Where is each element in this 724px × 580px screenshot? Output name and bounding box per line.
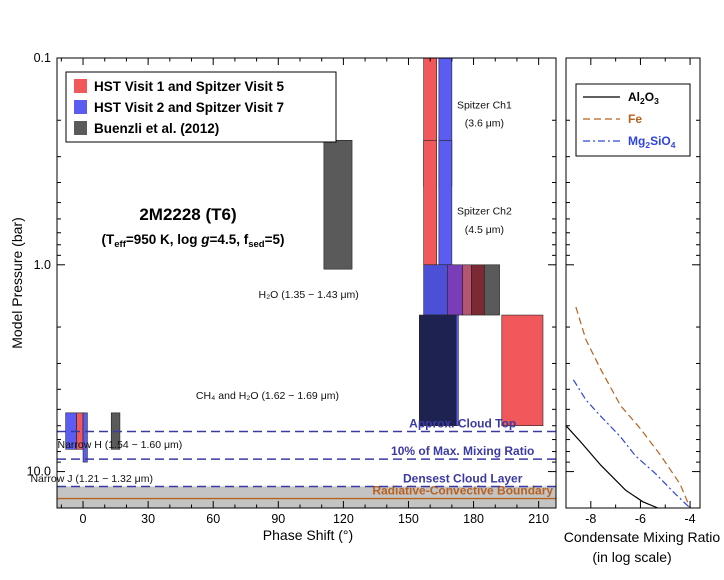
annotation-2: Spitzer Ch2 (457, 205, 512, 217)
legend-swatch-0 (74, 79, 87, 93)
main-plot-area: Radiative-Convective Boundary Approx. Clo… (27, 51, 557, 526)
side-series-line-1 (575, 306, 691, 509)
legend-label-1: HST Visit 2 and Spitzer Visit 7 (94, 100, 284, 115)
side-x-tick-label-1: -6 (635, 512, 646, 526)
bar-overlap-2 (462, 264, 472, 316)
side-legend-label-part: Mg (628, 134, 645, 148)
side-legend-label-part: O (645, 90, 654, 104)
x-tick-label-5: 150 (398, 512, 419, 526)
side-legend-label-1: Fe (628, 112, 642, 126)
side-x-tick-label-0: -8 (585, 512, 596, 526)
bar-s1-1 (438, 139, 453, 266)
side-x-axis-label-2: (in log scale) (592, 549, 671, 565)
annotation-6: Narrow H (1.54 − 1.60 μm) (58, 439, 183, 451)
y-tick-label-1: 1.0 (34, 258, 51, 272)
main-frame (56, 57, 557, 509)
legend-label-2: Buenzli et al. (2012) (94, 121, 219, 136)
side-legend-label-part: 2 (640, 96, 645, 106)
legend-label-0: HST Visit 1 and Spitzer Visit 5 (94, 79, 285, 94)
x-tick-label-1: 30 (141, 512, 155, 526)
legend-swatch-2 (74, 121, 87, 135)
bar-s0-1 (423, 139, 437, 266)
side-series-line-2 (572, 379, 691, 509)
legend-box (65, 71, 337, 143)
subtitle-g: g (200, 232, 210, 247)
side-x-tick-label-2: -4 (685, 512, 696, 526)
subtitle-mid2: =4.5, f (210, 232, 249, 247)
side-legend-label-part: 4 (671, 140, 676, 150)
x-axis-label: Phase Shift (°) (263, 527, 353, 543)
annotation-1: (3.6 μm) (465, 118, 504, 130)
side-plot-area: -8 -6 -4 (565, 57, 701, 526)
bar-overlap-3 (471, 264, 485, 316)
y-tick-label-2: 10.0 (27, 465, 51, 479)
x-tick-label-2: 60 (206, 512, 220, 526)
side-legend-label-part: Fe (628, 112, 642, 126)
annotation-5: CH₄ and H₂O (1.62 − 1.69 μm) (196, 390, 339, 402)
subtitle-pre: (T (102, 232, 115, 247)
x-tick-label-3: 90 (271, 512, 285, 526)
bar-overlap-1 (447, 264, 464, 316)
side-legend-label-part: SiO (650, 134, 671, 148)
annotation-7: Narrow J (1.21 − 1.32 μm) (30, 473, 152, 485)
legend-swatch-1 (74, 100, 87, 114)
subtitle-post: =5) (265, 232, 285, 247)
side-legend-box (575, 83, 691, 157)
subtitle-fsed: sed (248, 239, 265, 250)
side-frame (565, 57, 701, 509)
x-tick-label-7: 210 (528, 512, 549, 526)
chart-subtitle: (Teff=950 K, log g=4.5, fsed=5) (102, 232, 285, 250)
hline-label-2: Densest Cloud Layer (403, 471, 523, 485)
chart-title: 2M2228 (T6) (139, 205, 236, 224)
x-tick-label-4: 120 (333, 512, 354, 526)
side-legend-label-0: Al2O3 (628, 90, 659, 106)
bar-s2-0 (323, 139, 353, 270)
y-axis-label: Model Pressure (bar) (9, 217, 25, 349)
y-tick-label-0: 0.1 (34, 51, 51, 65)
hline-label-0: Approx. Cloud Top (409, 417, 516, 431)
bar-overlap-4 (484, 264, 500, 316)
side-legend-label-2: Mg2SiO4 (628, 134, 676, 150)
subtitle-mid1: =950 K, log (126, 232, 201, 247)
hline-label-1: 10% of Max. Mixing Ratio (391, 444, 534, 458)
annotation-3: (4.5 μm) (465, 224, 504, 236)
main-panel: Radiative-Convective Boundary Approx. Clo… (9, 51, 557, 543)
side-legend-label-part: 3 (654, 96, 659, 106)
bar-s0-2 (501, 314, 544, 427)
side-legend-label-part: 2 (645, 140, 650, 150)
annotation-0: Spitzer Ch1 (457, 99, 512, 111)
bar-overlap-5 (419, 314, 457, 427)
side-x-axis-label: Condensate Mixing Ratio (564, 529, 721, 545)
x-tick-label-0: 0 (80, 512, 87, 526)
x-tick-label-6: 180 (463, 512, 484, 526)
main-legend: HST Visit 1 and Spitzer Visit 5 HST Visit… (65, 71, 337, 143)
subtitle-teff: eff (114, 239, 126, 250)
rcb-band (57, 486, 556, 508)
annotation-4: H₂O (1.35 − 1.43 μm) (259, 289, 359, 301)
rcb-label: Radiative-Convective Boundary (372, 484, 553, 498)
bar-s1-4 (82, 412, 88, 463)
side-legend-label-part: Al (628, 90, 640, 104)
side-series-line-0 (565, 425, 659, 509)
